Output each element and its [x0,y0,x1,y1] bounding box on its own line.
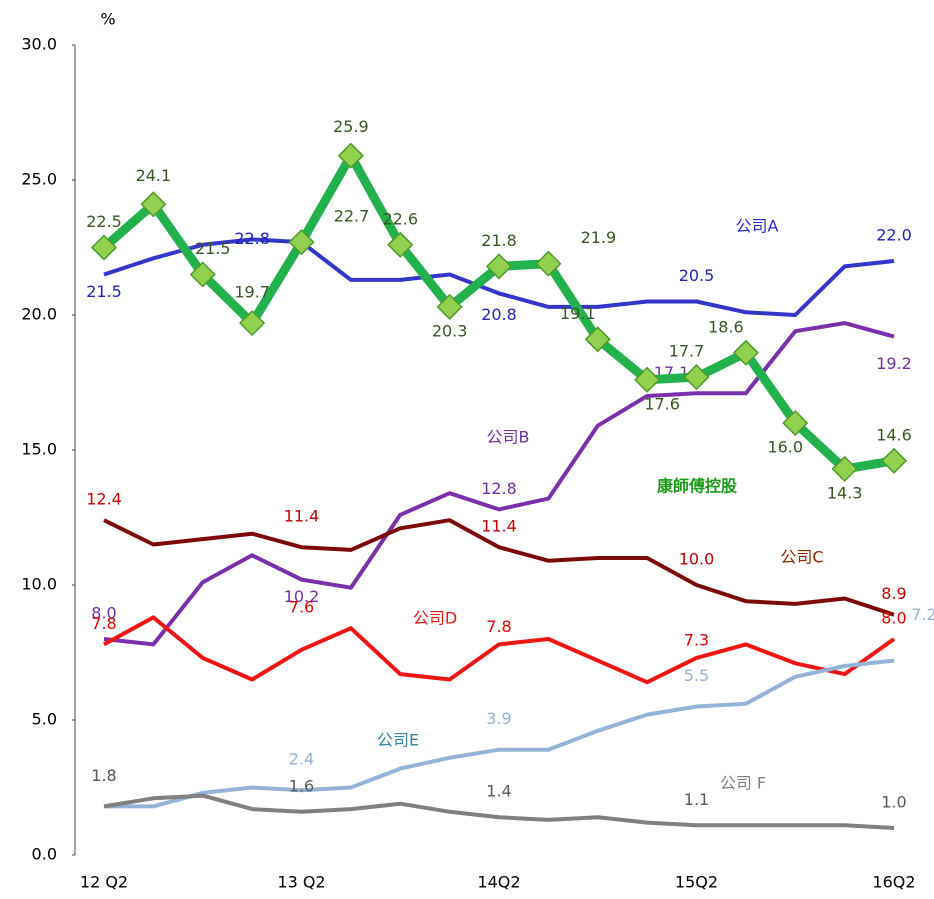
data-label: 11.4 [284,507,320,526]
marker [239,310,266,337]
data-label: 19.7 [234,283,270,302]
series-line [103,237,895,317]
y-tick-label: 25.0 [21,170,57,189]
x-tick-label: 12 Q2 [80,873,128,892]
data-label: 14.6 [876,425,912,444]
data-label: 7.6 [289,597,314,616]
data-label: 17.7 [669,342,705,361]
series-name: 公司A [736,217,779,236]
y-tick-label: 20.0 [21,305,57,324]
data-label: 7.8 [91,614,116,633]
data-label: 8.0 [881,609,906,628]
data-label: 17.6 [644,394,680,413]
data-label: 25.9 [333,117,369,136]
data-label: 11.4 [481,517,517,536]
y-axis-label: % [100,10,115,29]
marker [485,253,513,280]
data-label: 12.4 [86,490,122,509]
data-label: 22.8 [234,229,270,248]
data-label: 7.3 [684,630,709,649]
data-label: 21.8 [481,231,517,250]
series-line [103,615,896,685]
marker [782,409,809,437]
marker [436,293,463,320]
data-label: 18.6 [708,317,744,336]
series-name: 公司B [487,428,530,447]
data-label: 21.9 [581,228,617,247]
data-label: 12.8 [481,479,517,498]
marker [387,231,414,258]
data-label: 22.6 [382,209,418,228]
series-name: 公司D [413,609,457,628]
data-label: 1.6 [289,776,314,795]
y-tick-label: 15.0 [21,440,57,459]
data-label: 3.9 [486,709,511,728]
data-label: 14.3 [827,483,863,502]
marker [683,364,710,391]
marker [634,366,661,393]
series-name: 公司C [780,548,823,567]
data-label: 8.9 [881,584,906,603]
data-label: 7.8 [486,617,511,636]
marker [140,191,167,218]
series-line [103,793,895,830]
series-line [104,658,895,809]
data-label: 20.8 [481,305,517,324]
series-name: 公司 F [720,774,766,793]
data-label: 22.0 [876,226,912,245]
marker [831,455,858,482]
y-tick-label: 5.0 [32,710,57,729]
data-label: 10.0 [679,550,715,569]
series-line [103,518,895,617]
marker [189,261,216,288]
marker [880,447,908,474]
data-label: 1.1 [684,790,709,809]
marker [584,326,611,353]
data-label: 1.8 [91,766,116,785]
data-label: 10.2 [284,587,320,606]
data-label: 5.5 [684,666,709,685]
x-tick-label: 14Q2 [477,873,520,892]
data-label: 1.0 [881,793,906,812]
data-label: 19.2 [876,354,912,373]
data-label: 19.1 [560,304,596,323]
data-label: 22.7 [334,207,370,226]
data-label: 2.4 [289,750,314,769]
x-tick-label: 13 Q2 [277,873,325,892]
y-tick-label: 0.0 [32,845,57,864]
series-name: 公司E [377,731,419,750]
data-label: 20.5 [679,266,715,285]
data-label: 22.5 [86,212,122,231]
data-label: 7.2 [911,605,934,624]
y-tick-label: 30.0 [21,35,57,54]
marker [288,229,315,256]
y-tick-label: 10.0 [21,575,57,594]
marker [90,234,118,261]
x-tick-label: 15Q2 [675,873,718,892]
marker [535,250,562,277]
data-label: 8.0 [91,604,116,623]
data-label: 21.5 [195,239,231,258]
data-label: 1.4 [486,782,511,801]
marker [732,339,759,366]
marker [337,142,364,169]
data-label: 1.8 [91,766,116,785]
data-label: 20.3 [432,321,468,340]
series-name: 康師傅控股 [657,477,738,496]
data-label: 21.5 [86,282,122,301]
x-tick-label: 16Q2 [872,873,915,892]
data-label: 24.1 [136,166,172,185]
data-label: 16.0 [767,438,803,457]
